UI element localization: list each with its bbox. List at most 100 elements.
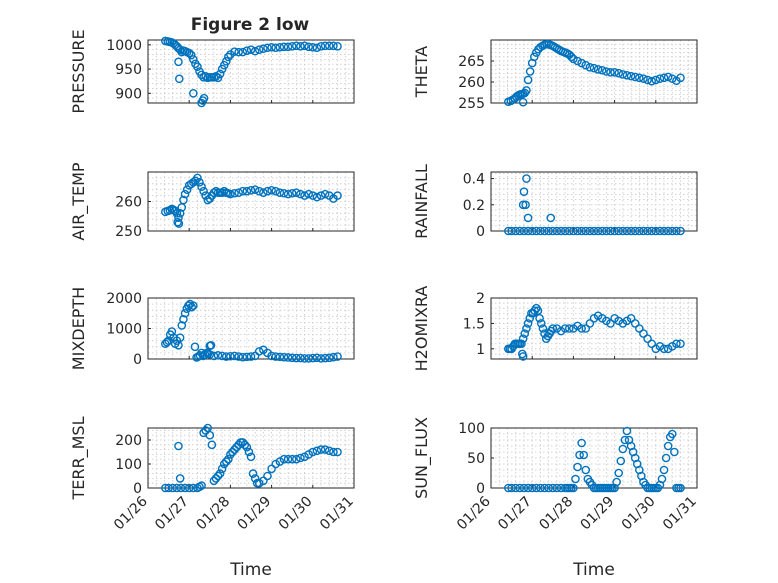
data-point bbox=[556, 483, 566, 493]
y-tick-label: 0.4 bbox=[463, 172, 485, 188]
y-axis-label: H2OMIXRA bbox=[412, 286, 431, 372]
data-point bbox=[175, 474, 185, 483]
data-point bbox=[577, 226, 586, 236]
data-point bbox=[507, 483, 516, 493]
data-point bbox=[614, 468, 624, 478]
data-point bbox=[620, 435, 630, 445]
chart-panel-1: 900 950 1000 PRESSURE bbox=[69, 29, 355, 114]
data-point bbox=[254, 45, 264, 54]
data-point bbox=[283, 454, 293, 464]
data-point bbox=[519, 483, 529, 493]
data-point bbox=[573, 462, 582, 472]
data-point bbox=[279, 454, 289, 464]
data-point bbox=[238, 47, 248, 57]
y-tick-label: 50 bbox=[467, 451, 485, 467]
data-point bbox=[329, 352, 338, 362]
data-point bbox=[308, 42, 318, 52]
axes-frame bbox=[147, 39, 355, 104]
data-point bbox=[670, 447, 679, 457]
data-point bbox=[552, 226, 562, 236]
data-point bbox=[184, 483, 194, 493]
data-point bbox=[536, 483, 545, 493]
data-point bbox=[324, 41, 334, 51]
data-point bbox=[657, 474, 667, 484]
data-point bbox=[324, 446, 334, 456]
x-axis-label-left: Time bbox=[229, 560, 272, 580]
data-point bbox=[254, 347, 264, 356]
data-point bbox=[267, 42, 276, 52]
data-point bbox=[234, 352, 243, 361]
data-point bbox=[308, 191, 318, 200]
data-point bbox=[523, 213, 533, 223]
data-point bbox=[316, 354, 326, 363]
data-point bbox=[300, 41, 309, 51]
data-point bbox=[217, 351, 227, 361]
data-point bbox=[522, 324, 531, 333]
data-point bbox=[250, 46, 260, 56]
data-point bbox=[579, 450, 589, 460]
data-point bbox=[197, 481, 206, 490]
data-point bbox=[267, 351, 276, 361]
data-point bbox=[207, 440, 217, 450]
data-point bbox=[308, 353, 318, 363]
data-point bbox=[659, 226, 669, 236]
data-point bbox=[614, 68, 624, 78]
data-point bbox=[263, 43, 272, 53]
chart-panel-6: 1 1.5 2 H2OMIXRA bbox=[412, 286, 698, 372]
x-tick-label: 01/30 bbox=[276, 494, 316, 534]
data-point bbox=[308, 447, 318, 457]
data-point bbox=[174, 441, 183, 451]
data-point bbox=[189, 483, 198, 493]
data-point bbox=[643, 75, 652, 85]
data-point bbox=[267, 185, 276, 195]
data-point bbox=[581, 465, 591, 475]
data-point bbox=[213, 471, 223, 481]
data-point bbox=[667, 74, 677, 83]
data-point bbox=[659, 344, 669, 354]
chart-panel-3: 250 260 AIR_TEMP bbox=[69, 162, 355, 241]
data-point bbox=[643, 226, 652, 236]
data-point bbox=[182, 185, 192, 194]
data-point bbox=[242, 442, 252, 452]
x-tick-label: 01/26 bbox=[111, 493, 151, 533]
data-point bbox=[520, 329, 530, 338]
data-point bbox=[312, 192, 322, 202]
axes-frame bbox=[147, 427, 355, 489]
y-tick-label: 265 bbox=[458, 54, 485, 70]
data-point bbox=[184, 48, 194, 58]
data-point bbox=[612, 477, 621, 487]
data-point bbox=[639, 329, 648, 338]
x-tick-label: 01/29 bbox=[235, 494, 275, 534]
data-point bbox=[320, 189, 330, 199]
data-point bbox=[275, 352, 285, 362]
data-point bbox=[635, 324, 644, 333]
data-point bbox=[209, 188, 219, 197]
data-point bbox=[556, 226, 566, 236]
data-point bbox=[226, 351, 235, 361]
data-point bbox=[162, 337, 172, 347]
data-point bbox=[215, 69, 225, 79]
data-point bbox=[240, 440, 250, 450]
data-point bbox=[180, 483, 190, 493]
data-point bbox=[577, 438, 586, 448]
data-point bbox=[569, 226, 578, 236]
data-point bbox=[199, 186, 208, 196]
data-point bbox=[647, 339, 656, 349]
y-tick-label: 0 bbox=[133, 352, 142, 368]
x-tick-label: 01/28 bbox=[193, 494, 233, 534]
data-point bbox=[651, 75, 661, 85]
data-point bbox=[292, 188, 301, 197]
data-point bbox=[548, 226, 558, 236]
data-point bbox=[527, 226, 537, 236]
data-point bbox=[614, 226, 624, 236]
data-point bbox=[238, 352, 248, 362]
data-point bbox=[292, 41, 301, 51]
data-point bbox=[224, 454, 233, 464]
data-point bbox=[221, 57, 231, 66]
data-point bbox=[217, 188, 227, 197]
y-tick-label: 100 bbox=[115, 457, 142, 473]
y-tick-label: 0 bbox=[476, 481, 485, 497]
data-point bbox=[279, 188, 289, 198]
data-point bbox=[189, 55, 198, 64]
y-axis-label: THETA bbox=[412, 46, 431, 98]
